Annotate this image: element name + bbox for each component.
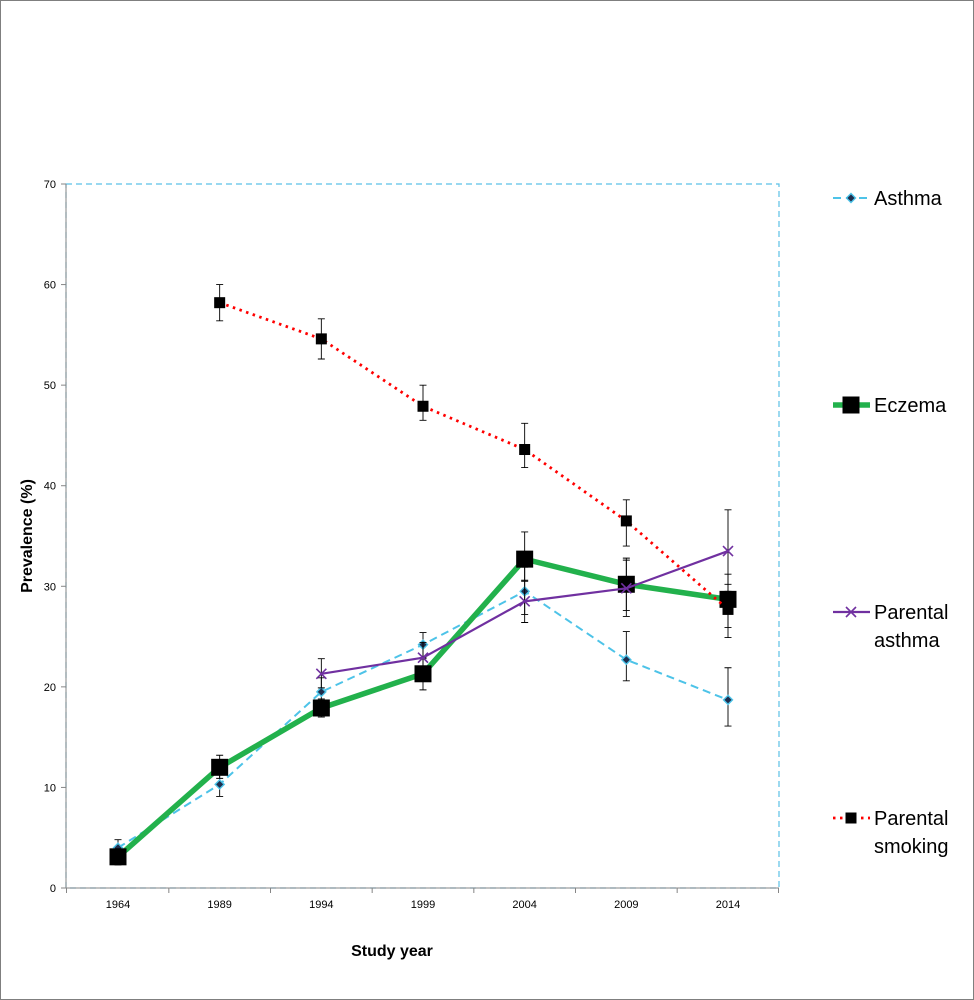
x-tick-label: 2004 (512, 899, 536, 911)
x-tick-label: 1989 (207, 899, 231, 911)
series-parental-smoking (214, 284, 734, 639)
legend-swatch-marker (845, 812, 857, 824)
series-asthma (112, 566, 734, 856)
legend-label: Eczema (874, 395, 947, 417)
data-point (417, 400, 429, 412)
data-point (519, 595, 531, 607)
x-tick-label: 1999 (411, 899, 435, 911)
data-point (722, 545, 734, 557)
data-point (211, 758, 229, 776)
data-point (620, 582, 632, 594)
legend-swatch-marker (845, 606, 857, 618)
y-tick-label: 60 (44, 280, 56, 292)
series-line-parental-smoking (219, 301, 729, 611)
legend-item-parental-asthma: Parental asthma (833, 602, 949, 652)
data-point (214, 778, 226, 790)
data-point (312, 699, 330, 717)
legend-label: Parental (874, 808, 949, 830)
series-line-asthma (117, 590, 729, 849)
data-point (417, 652, 429, 664)
y-tick-label: 20 (44, 682, 56, 694)
y-tick-label: 50 (44, 380, 56, 392)
data-point (315, 686, 327, 698)
x-tick-label: 1994 (309, 899, 333, 911)
legend-item-eczema: Eczema (833, 395, 947, 417)
data-point (214, 297, 226, 309)
data-point (722, 694, 734, 706)
data-point (519, 444, 531, 456)
x-axis-title: Study year (351, 943, 433, 960)
legend-swatch-marker (845, 192, 857, 204)
legend-label: smoking (874, 836, 948, 858)
y-axis-title: Prevalence (%) (19, 479, 36, 593)
legend-item-parental-smoking: Parental smoking (833, 808, 949, 858)
x-tick-label: 1964 (106, 899, 130, 911)
data-point (516, 550, 534, 568)
y-tick-label: 40 (44, 481, 56, 493)
data-point (315, 668, 327, 680)
data-point (620, 654, 632, 666)
x-tick-label: 2014 (716, 899, 740, 911)
legend-label: asthma (874, 630, 940, 652)
series-line-eczema (116, 556, 729, 859)
data-point (722, 603, 734, 615)
legend-item-asthma: Asthma (833, 188, 943, 210)
data-point (315, 333, 327, 345)
y-tick-label: 70 (44, 179, 56, 191)
plot-area-border (65, 183, 780, 889)
y-tick-label: 10 (44, 782, 56, 794)
data-point (109, 848, 127, 866)
legend-label: Asthma (874, 188, 943, 210)
series-parental-asthma (315, 509, 734, 689)
legend-swatch-marker (842, 396, 860, 414)
x-tick-label: 2009 (614, 899, 638, 911)
y-tick-label: 0 (50, 883, 56, 895)
data-point (620, 515, 632, 527)
legend-label: Parental (874, 602, 949, 624)
y-tick-label: 30 (44, 581, 56, 593)
